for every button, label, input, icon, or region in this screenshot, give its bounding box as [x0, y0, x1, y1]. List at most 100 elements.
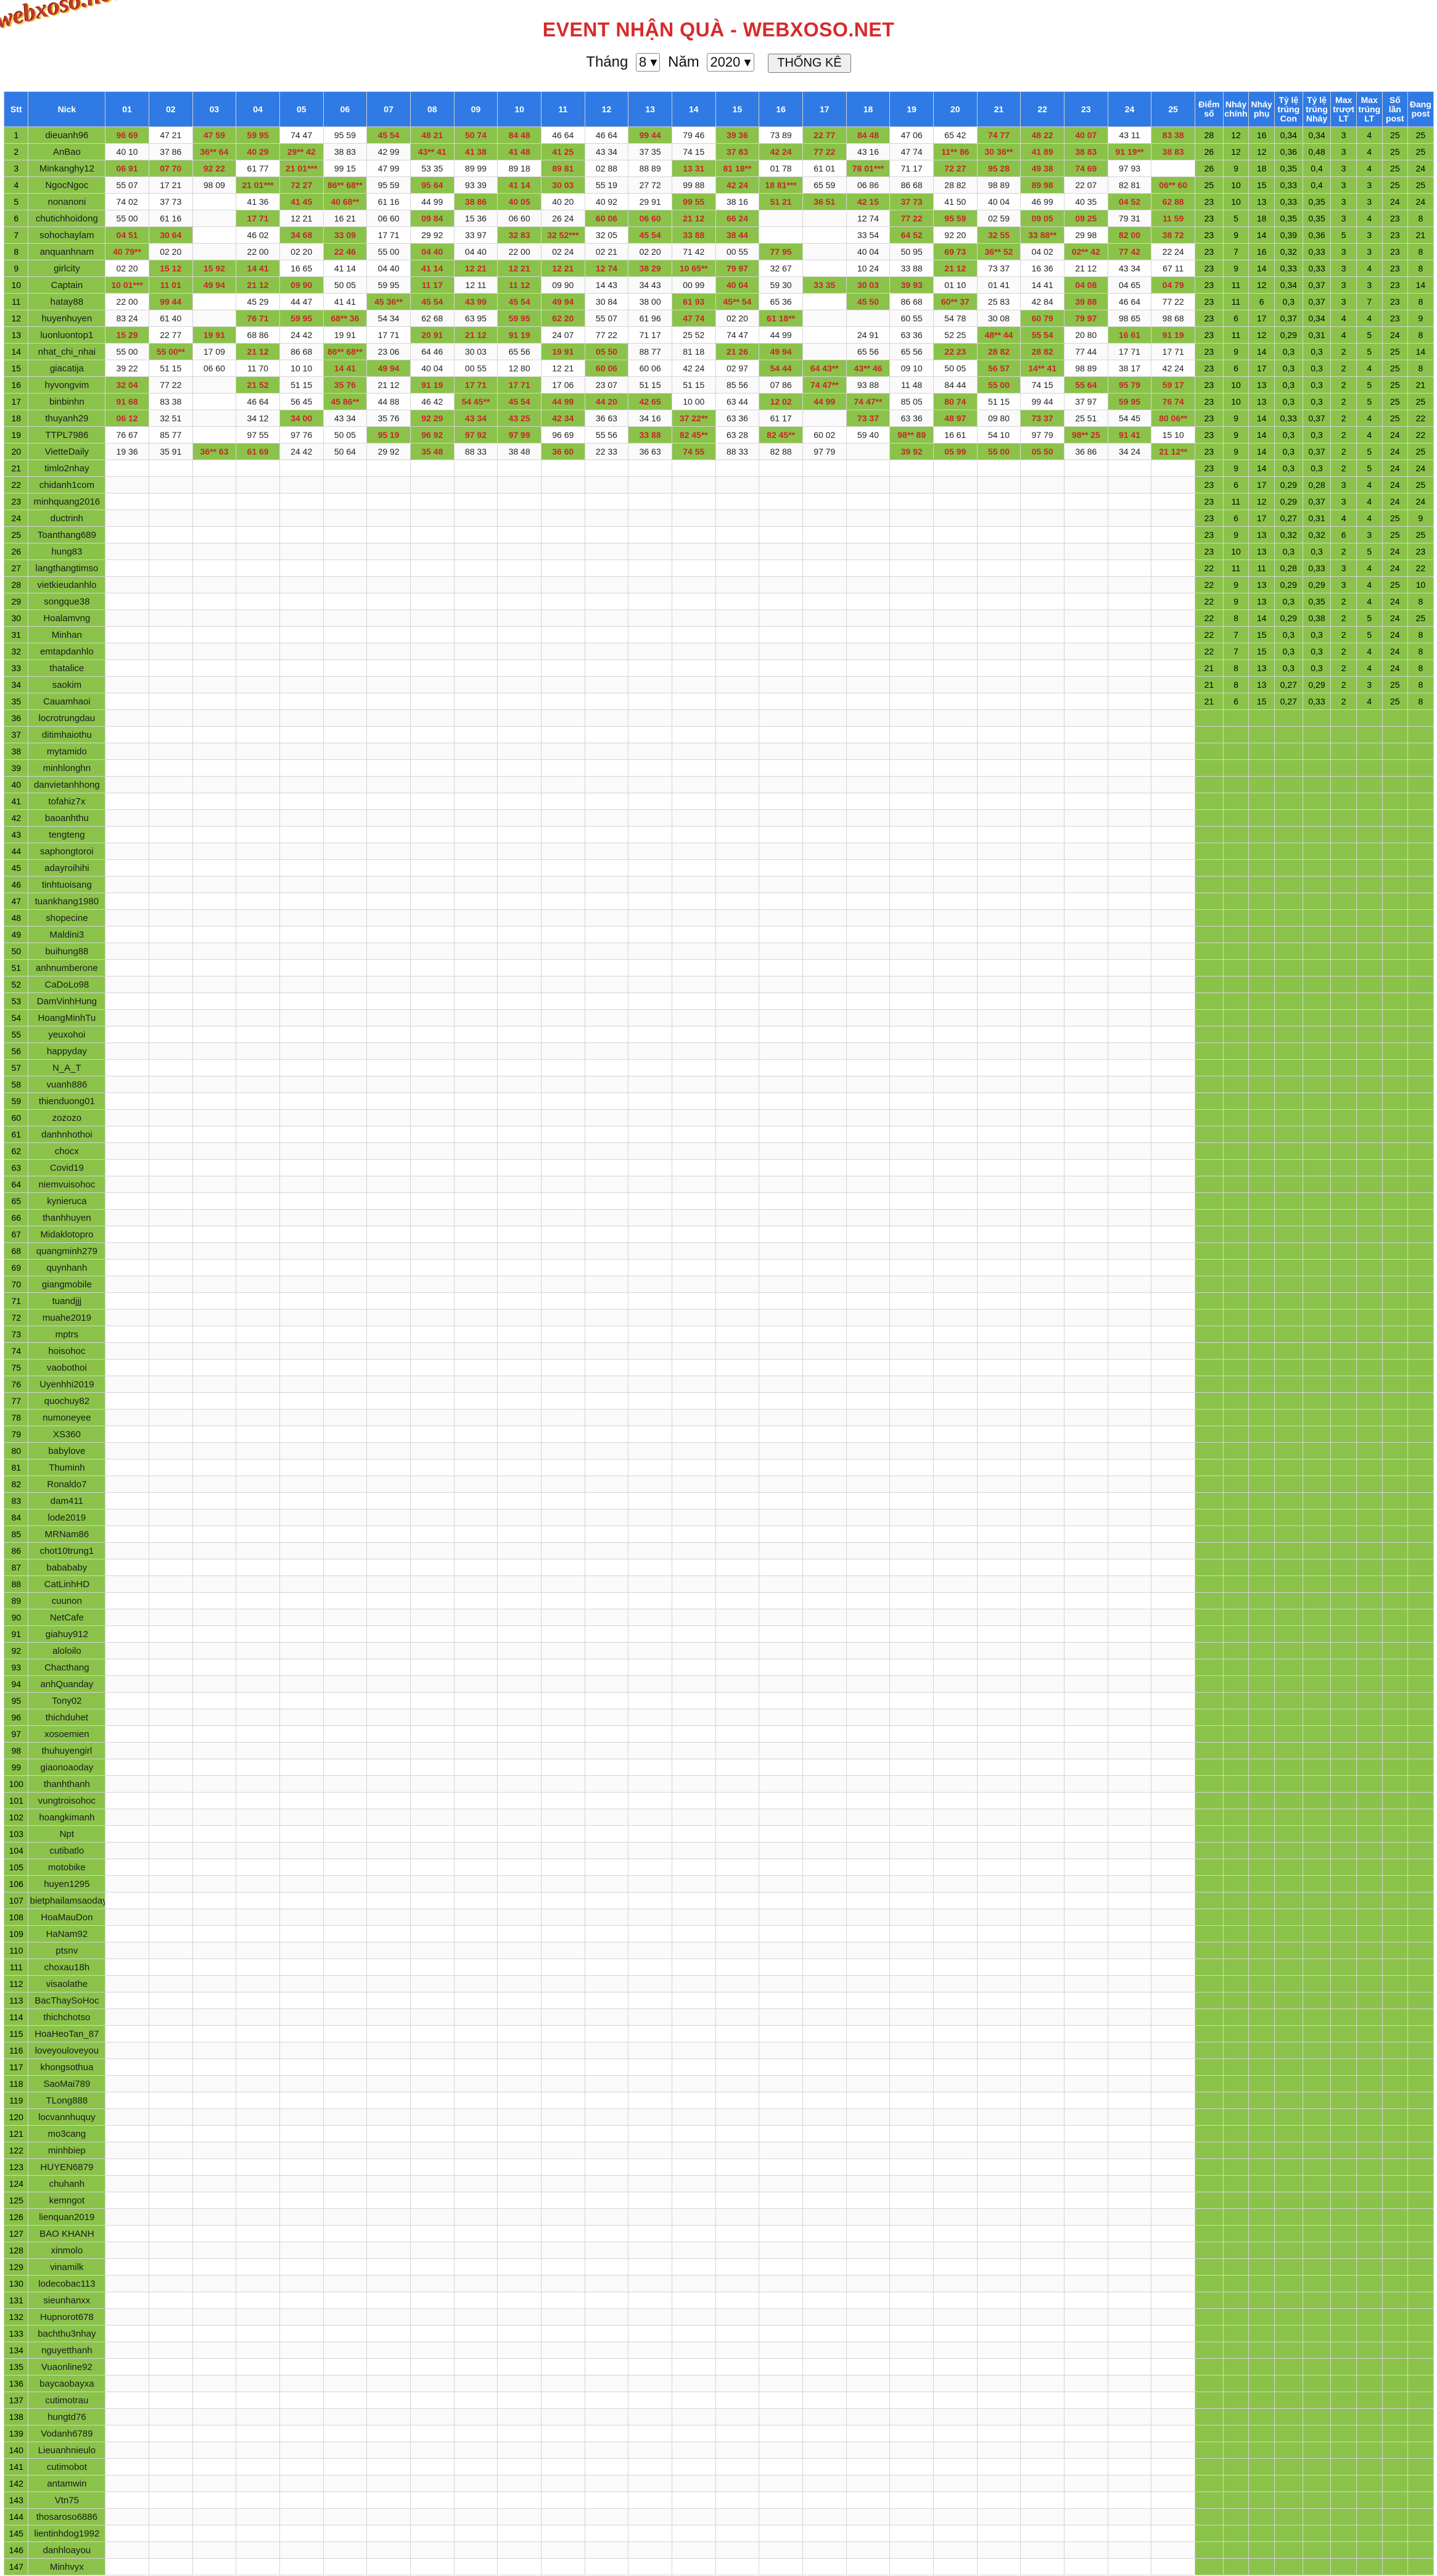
nick-link[interactable]: ptsnv — [28, 1942, 106, 1959]
nick-link[interactable]: kynieruca — [28, 1192, 106, 1210]
nick-link[interactable]: Minhan — [28, 626, 106, 643]
nick-link[interactable]: XS360 — [28, 1426, 106, 1443]
nick-link[interactable]: minhbiep — [28, 2142, 106, 2159]
nick-link[interactable]: ditimhaiothu — [28, 726, 106, 743]
nick-link[interactable]: danvietanhhong — [28, 776, 106, 793]
nick-link[interactable]: quochuy82 — [28, 1392, 106, 1410]
nick-link[interactable]: hoisohoc — [28, 1342, 106, 1360]
nick-link[interactable]: danhnhothoi — [28, 1126, 106, 1143]
nick-link[interactable]: Midaklotopro — [28, 1226, 106, 1243]
nick-link[interactable]: muahe2019 — [28, 1309, 106, 1326]
nick-link[interactable]: hung83 — [28, 543, 106, 560]
nick-link[interactable]: ductrinh — [28, 510, 106, 527]
nick-link[interactable]: anhnumberone — [28, 959, 106, 976]
nick-link[interactable]: motobike — [28, 1859, 106, 1876]
nick-link[interactable]: chutichhoidong — [28, 210, 106, 227]
nick-link[interactable]: saokim — [28, 676, 106, 693]
nick-link[interactable]: N_A_T — [28, 1059, 106, 1076]
nick-link[interactable]: chot10trung1 — [28, 1542, 106, 1559]
nick-link[interactable]: Hupnorot678 — [28, 2308, 106, 2326]
nick-link[interactable]: Cauamhaoi — [28, 693, 106, 710]
nick-link[interactable]: bietphailamsaoday — [28, 1892, 106, 1909]
nick-link[interactable]: giacatija — [28, 360, 106, 377]
nick-link[interactable]: sieunhanxx — [28, 2292, 106, 2309]
nick-link[interactable]: giangmobile — [28, 1276, 106, 1293]
nick-link[interactable]: bachthu3nhay — [28, 2325, 106, 2342]
nick-link[interactable]: giahuy912 — [28, 1625, 106, 1643]
nick-link[interactable]: loveyouloveyou — [28, 2042, 106, 2059]
nick-link[interactable]: BacThaySoHoc — [28, 1992, 106, 2009]
nick-link[interactable]: chuhanh — [28, 2175, 106, 2192]
nick-link[interactable]: vungtroisohoc — [28, 1792, 106, 1809]
nick-link[interactable]: quynhanh — [28, 1259, 106, 1276]
nick-link[interactable]: thatalice — [28, 659, 106, 677]
nick-link[interactable]: cutibatlo — [28, 1842, 106, 1859]
nick-link[interactable]: choxau18h — [28, 1959, 106, 1976]
nick-link[interactable]: dam411 — [28, 1492, 106, 1509]
nick-link[interactable]: CatLinhHD — [28, 1575, 106, 1593]
nick-link[interactable]: mo3cang — [28, 2125, 106, 2142]
nick-link[interactable]: HoaHeoTan_87 — [28, 2025, 106, 2042]
nick-link[interactable]: thichduhet — [28, 1709, 106, 1726]
nick-link[interactable]: girlcity — [28, 260, 106, 277]
nick-link[interactable]: thanhthanh — [28, 1775, 106, 1793]
nick-link[interactable]: huyenhuyen — [28, 310, 106, 327]
nick-link[interactable]: tengteng — [28, 826, 106, 843]
nick-link[interactable]: babylove — [28, 1442, 106, 1459]
nick-link[interactable]: chocx — [28, 1142, 106, 1160]
nick-link[interactable]: NetCafe — [28, 1609, 106, 1626]
nick-link[interactable]: Covid19 — [28, 1159, 106, 1176]
nick-link[interactable]: Toanthang689 — [28, 526, 106, 543]
statistics-button[interactable]: THỐNG KÊ — [768, 54, 851, 73]
nick-link[interactable]: anquanhnam — [28, 243, 106, 260]
nick-link[interactable]: happyday — [28, 1042, 106, 1060]
nick-link[interactable]: saphongtoroi — [28, 843, 106, 860]
nick-link[interactable]: mytamido — [28, 743, 106, 760]
nick-link[interactable]: tuankhang1980 — [28, 893, 106, 910]
year-select[interactable]: 2020 ▾ — [707, 53, 754, 72]
nick-link[interactable]: lode2019 — [28, 1509, 106, 1526]
nick-link[interactable]: tuandjjj — [28, 1292, 106, 1310]
nick-link[interactable]: NgocNgoc — [28, 176, 106, 194]
nick-link[interactable]: timlo2nhay — [28, 460, 106, 477]
nick-link[interactable]: Hoalamvng — [28, 609, 106, 627]
nick-link[interactable]: aloloilo — [28, 1642, 106, 1659]
nick-link[interactable]: lodecobac113 — [28, 2275, 106, 2292]
nick-link[interactable]: Ronaldo7 — [28, 1476, 106, 1493]
nick-link[interactable]: SaoMai789 — [28, 2075, 106, 2092]
nick-link[interactable]: vietkieudanhlo — [28, 576, 106, 593]
month-select[interactable]: 8 ▾ — [636, 53, 661, 72]
nick-link[interactable]: emtapdanhlo — [28, 643, 106, 660]
nick-link[interactable]: thuhuyengirl — [28, 1742, 106, 1759]
nick-link[interactable]: nonanoni — [28, 193, 106, 210]
nick-link[interactable]: HUYEN6879 — [28, 2158, 106, 2176]
nick-link[interactable]: Uyenhhi2019 — [28, 1376, 106, 1393]
nick-link[interactable]: nhat_chi_nhai — [28, 343, 106, 360]
nick-link[interactable]: baoanhthu — [28, 809, 106, 827]
nick-link[interactable]: chidanh1com — [28, 476, 106, 493]
nick-link[interactable]: sohochaylam — [28, 226, 106, 244]
nick-link[interactable]: tofahiz7x — [28, 793, 106, 810]
nick-link[interactable]: quangminh279 — [28, 1242, 106, 1260]
nick-link[interactable]: CaDoLo98 — [28, 976, 106, 993]
nick-link[interactable]: minhquang2016 — [28, 493, 106, 510]
nick-link[interactable]: niemvuisohoc — [28, 1176, 106, 1193]
nick-link[interactable]: binbinhn — [28, 393, 106, 410]
nick-link[interactable]: HoaMauDon — [28, 1909, 106, 1926]
nick-link[interactable]: DamVinhHung — [28, 993, 106, 1010]
nick-link[interactable]: hoangkimanh — [28, 1809, 106, 1826]
nick-link[interactable]: huyen1295 — [28, 1875, 106, 1893]
nick-link[interactable]: nguyetthanh — [28, 2342, 106, 2359]
nick-link[interactable]: Captain — [28, 276, 106, 294]
nick-link[interactable]: locvannhuquy — [28, 2108, 106, 2126]
nick-link[interactable]: kemngot — [28, 2192, 106, 2209]
nick-link[interactable]: TTPL7986 — [28, 426, 106, 444]
nick-link[interactable]: xinmolo — [28, 2242, 106, 2259]
nick-link[interactable]: dieuanh96 — [28, 126, 106, 144]
nick-link[interactable]: numoneyee — [28, 1409, 106, 1426]
nick-link[interactable]: buihung88 — [28, 943, 106, 960]
nick-link[interactable]: cuunon — [28, 1592, 106, 1609]
nick-link[interactable]: AnBao — [28, 143, 106, 160]
nick-link[interactable]: vinamilk — [28, 2258, 106, 2276]
nick-link[interactable]: MRNam86 — [28, 1525, 106, 1543]
